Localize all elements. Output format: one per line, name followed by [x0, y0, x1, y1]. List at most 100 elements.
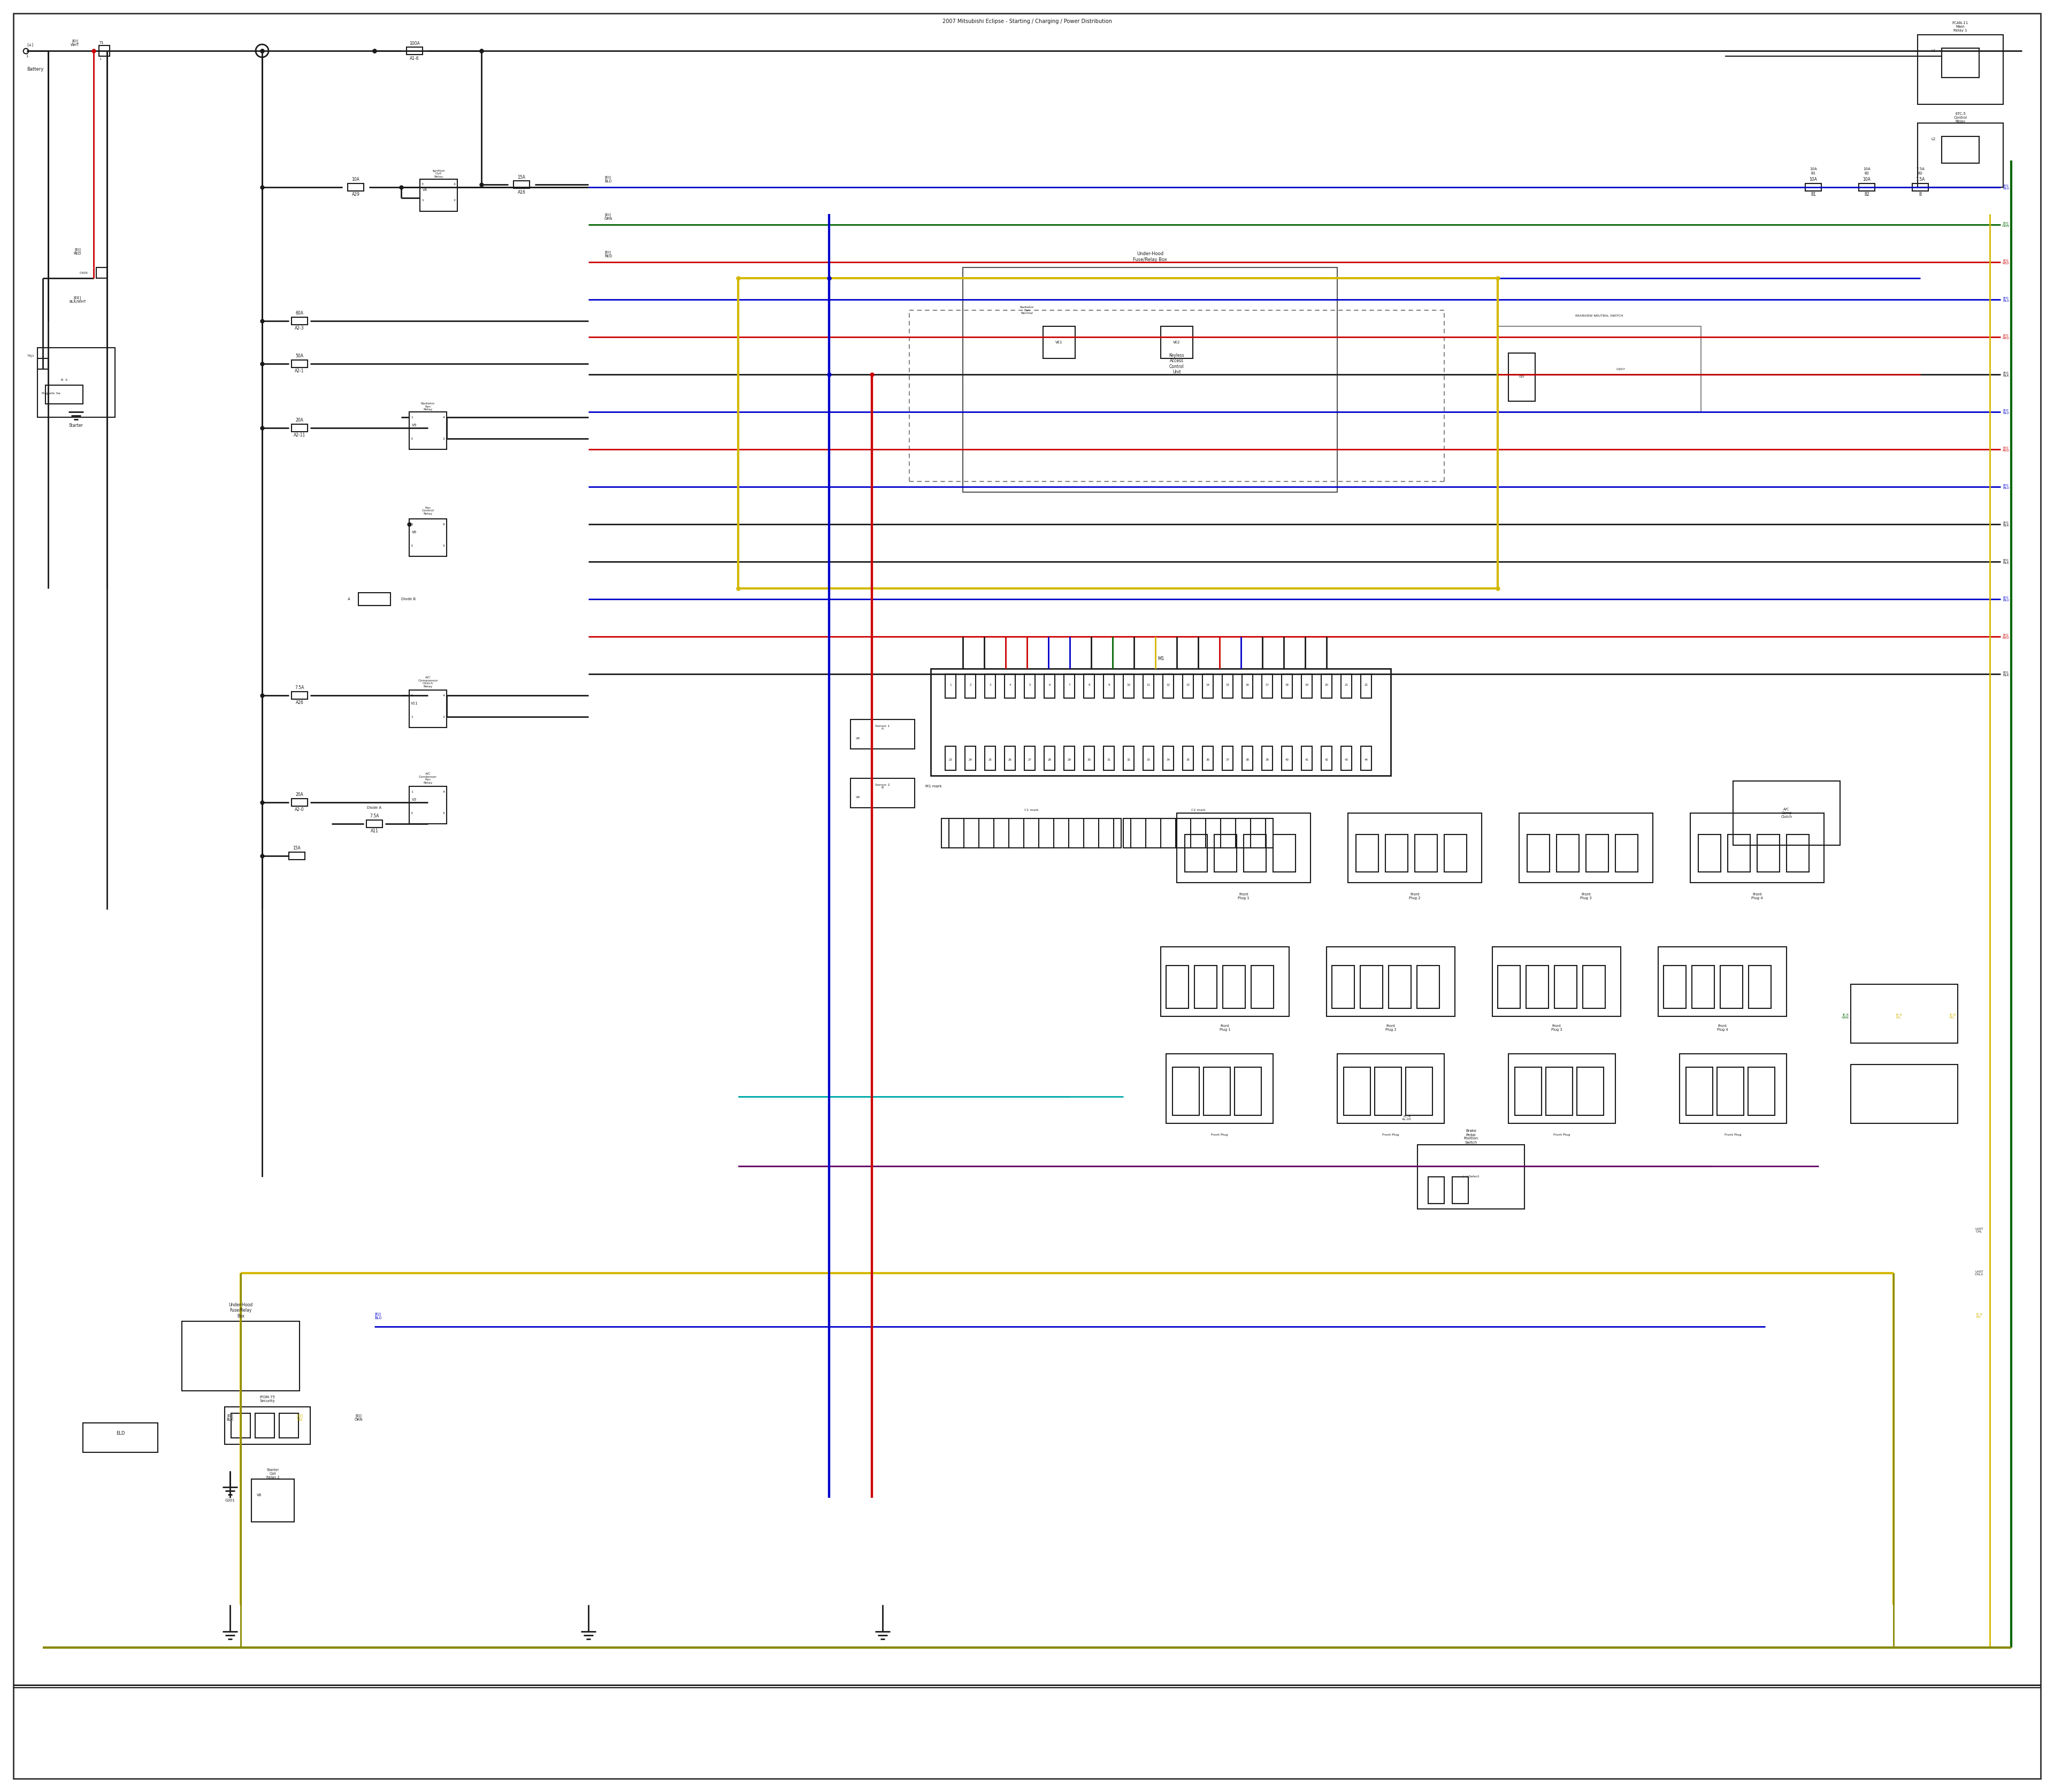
Text: 23: 23	[949, 758, 953, 762]
Text: A1-6: A1-6	[411, 56, 419, 61]
Bar	[1337, 1054, 1444, 1124]
Bar	[1222, 674, 1232, 699]
Text: Front Plug: Front Plug	[1725, 1134, 1742, 1136]
Bar	[1163, 674, 1173, 699]
Text: VE1: VE1	[1056, 340, 1062, 344]
Bar	[292, 692, 308, 699]
Bar	[1204, 1068, 1230, 1115]
Bar	[1321, 745, 1331, 771]
Bar	[1360, 745, 1372, 771]
Bar	[930, 668, 1391, 776]
Bar	[1497, 326, 1701, 412]
Text: 40: 40	[1286, 758, 1288, 762]
Text: 5: 5	[444, 545, 446, 547]
Text: A/C
Compressor
Clutch
Relay: A/C Compressor Clutch Relay	[417, 676, 438, 688]
Bar	[1717, 1068, 1744, 1115]
Text: 1: 1	[25, 54, 29, 57]
Bar	[279, 1414, 298, 1437]
Bar	[1261, 674, 1273, 699]
Bar	[357, 593, 390, 606]
Text: 20A: 20A	[296, 418, 304, 423]
Text: 11: 11	[1146, 683, 1150, 686]
Bar	[1124, 674, 1134, 699]
Text: Under-Hood
Fuse/Relay
Box: Under-Hood Fuse/Relay Box	[228, 1303, 253, 1319]
Text: 20A: 20A	[296, 792, 304, 797]
Text: 4: 4	[454, 183, 456, 186]
Bar	[292, 360, 308, 367]
Bar	[1103, 745, 1113, 771]
Text: Front
Plug 4: Front Plug 4	[1752, 892, 1762, 900]
Text: V4: V4	[423, 188, 427, 192]
Bar	[1727, 835, 1750, 873]
Bar	[409, 787, 446, 824]
Bar	[1243, 835, 1265, 873]
Text: Front
Plug 3: Front Plug 3	[1580, 892, 1592, 900]
Text: LAST
CAL2: LAST CAL2	[1974, 1271, 1984, 1276]
Text: [EI]
RED: [EI] RED	[2003, 260, 2009, 265]
Bar	[1161, 946, 1290, 1016]
Text: Starter
Coil
Relay 2: Starter Coil Relay 2	[267, 1468, 279, 1478]
Text: A29: A29	[351, 192, 359, 197]
Bar	[419, 179, 458, 211]
Text: IE-8
YEL: IE-8 YEL	[1976, 1314, 1982, 1319]
Bar	[1356, 835, 1378, 873]
Bar	[1360, 966, 1382, 1009]
Bar	[1043, 745, 1056, 771]
Bar	[1584, 966, 1606, 1009]
Text: Front
Plug 3: Front Plug 3	[1551, 1025, 1561, 1032]
Text: G301: G301	[226, 1498, 234, 1502]
Text: V9: V9	[413, 423, 417, 426]
Bar	[37, 348, 115, 418]
Bar	[1222, 745, 1232, 771]
Bar	[1664, 966, 1686, 1009]
Text: T1: T1	[99, 41, 103, 45]
Text: A2-11: A2-11	[294, 434, 306, 437]
Text: 6: 6	[444, 523, 446, 525]
Bar	[941, 819, 1121, 848]
Text: Front Plug: Front Plug	[1553, 1134, 1571, 1136]
Bar	[1124, 745, 1134, 771]
Text: 25: 25	[988, 758, 992, 762]
Bar	[1941, 48, 1980, 77]
Text: Ignition
Coil
Relay: Ignition Coil Relay	[431, 170, 446, 177]
Text: 16: 16	[1245, 683, 1249, 686]
Bar	[292, 317, 308, 324]
Text: M1: M1	[1156, 656, 1165, 661]
Text: [EJ]
YEL: [EJ] YEL	[296, 1414, 302, 1421]
Bar	[963, 267, 1337, 493]
Bar	[1261, 745, 1273, 771]
Text: 1: 1	[411, 523, 413, 525]
Text: 2: 2	[444, 437, 446, 441]
Bar	[1577, 1068, 1604, 1115]
Text: 1: 1	[421, 199, 423, 202]
Text: (+): (+)	[27, 43, 33, 48]
Bar	[1557, 835, 1580, 873]
Text: L2: L2	[1931, 138, 1935, 142]
Bar	[1341, 745, 1352, 771]
Bar	[1004, 674, 1015, 699]
Text: [EI]
RED: [EI] RED	[604, 251, 612, 258]
Bar	[1384, 835, 1407, 873]
Text: 30: 30	[1087, 758, 1091, 762]
Bar	[1374, 1068, 1401, 1115]
Text: V3: V3	[413, 797, 417, 801]
Bar	[347, 183, 364, 192]
Bar	[1214, 835, 1237, 873]
Text: L1: L1	[1931, 48, 1935, 52]
Text: Front Plug: Front Plug	[1212, 1134, 1228, 1136]
Text: [EJ]
BLU: [EJ] BLU	[374, 1312, 382, 1319]
Text: B2: B2	[1865, 192, 1869, 197]
Text: [EI]
BLK: [EI] BLK	[2003, 559, 2009, 564]
Bar	[1043, 674, 1056, 699]
Text: 3: 3	[421, 183, 423, 186]
Text: A/C
Condenser
Fan
Relay: A/C Condenser Fan Relay	[419, 772, 438, 785]
Bar	[1243, 674, 1253, 699]
Text: Front
Plug 2: Front Plug 2	[1409, 892, 1421, 900]
Bar	[1085, 745, 1095, 771]
Bar	[1756, 835, 1779, 873]
Text: 15A: 15A	[294, 846, 300, 851]
Bar	[1497, 966, 1520, 1009]
Bar	[292, 799, 308, 806]
Text: 10A
B1: 10A B1	[1810, 168, 1818, 174]
Bar	[1787, 835, 1810, 873]
